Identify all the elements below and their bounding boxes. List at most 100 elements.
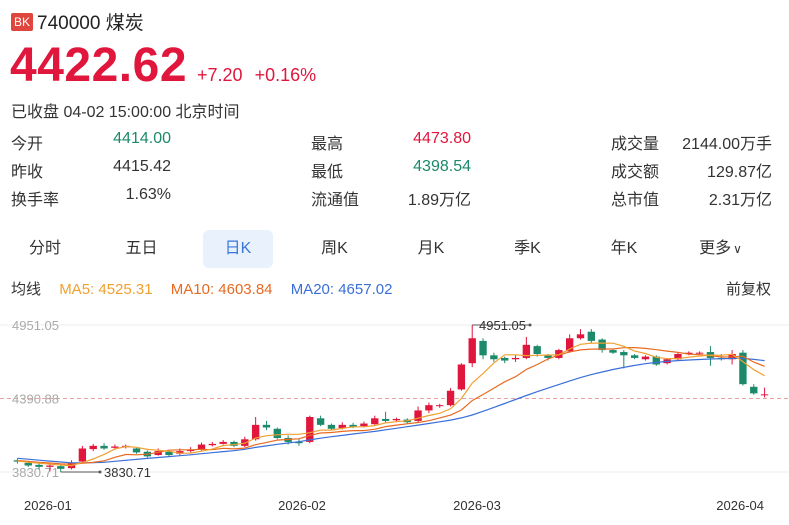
header: BK 740000 煤炭 xyxy=(11,8,144,35)
market-status: 已收盘 04-02 15:00:00 北京时间 xyxy=(11,104,240,121)
candle xyxy=(306,415,314,444)
candle xyxy=(576,329,585,340)
candle xyxy=(436,403,444,408)
candle xyxy=(89,443,97,452)
candle xyxy=(316,415,325,427)
candle-body xyxy=(652,356,660,365)
candle xyxy=(468,325,476,368)
candle xyxy=(479,338,487,360)
period-tabs: 分时 五日 日K 周K 月K 季K 年K 更多 ∨ xyxy=(10,230,780,268)
candle-body xyxy=(425,405,433,411)
tab-0[interactable]: 分时 xyxy=(10,230,80,268)
stat-label: 最低 xyxy=(311,164,344,181)
candle-body xyxy=(46,465,54,467)
tab-7[interactable]: 更多 ∨ xyxy=(686,230,756,268)
candle xyxy=(219,439,227,445)
stat-value: 1.63% xyxy=(125,186,171,203)
stat-label: 成交量 xyxy=(611,136,660,153)
candle xyxy=(295,439,303,446)
tab-5[interactable]: 季K xyxy=(493,230,563,268)
candle-body xyxy=(295,441,303,444)
high-annotation-label: 4951.05 xyxy=(479,318,526,333)
stat-label: 成交额 xyxy=(611,164,660,181)
candle xyxy=(695,351,704,355)
candle-body xyxy=(750,386,758,394)
candle-body xyxy=(436,405,444,407)
candle xyxy=(78,445,87,463)
tab-label: 更多 xyxy=(699,240,732,257)
x-axis-label: 2026-01 xyxy=(24,498,72,513)
candle-body xyxy=(219,441,227,444)
candle-body xyxy=(371,418,379,425)
candle-body xyxy=(251,424,260,440)
candle xyxy=(327,423,336,431)
tab-2[interactable]: 日K xyxy=(203,230,273,268)
quote-row: 4422.62 +7.20 +0.16% xyxy=(10,38,316,93)
last-price: 4422.62 xyxy=(10,39,188,92)
candle-body xyxy=(522,344,531,358)
candle xyxy=(100,443,108,450)
candle xyxy=(641,355,650,361)
tab-3[interactable]: 周K xyxy=(300,230,370,268)
ma-legend: 均线 MA5: 4525.31 MA10: 4603.84 MA20: 4657… xyxy=(11,278,406,299)
tab-4[interactable]: 月K xyxy=(396,230,466,268)
low-annotation-dot xyxy=(98,470,102,474)
candle-body xyxy=(360,423,368,427)
candle-body xyxy=(511,357,520,360)
candle-body xyxy=(35,464,43,467)
candle xyxy=(620,350,628,369)
candle xyxy=(739,350,747,386)
candle xyxy=(111,444,119,450)
candle-body xyxy=(57,466,65,469)
candle-body xyxy=(739,352,747,385)
candle-body xyxy=(501,357,509,361)
adjust-toggle[interactable]: 前复权 xyxy=(725,281,771,298)
candle-body xyxy=(154,451,162,456)
candle-body xyxy=(685,352,693,355)
candle-body xyxy=(197,444,206,450)
candle-body xyxy=(89,445,97,450)
candle xyxy=(381,411,390,423)
candle-body xyxy=(414,410,422,421)
candle-body xyxy=(392,418,401,421)
candle-body xyxy=(111,446,119,448)
candle xyxy=(533,344,541,357)
ma10-legend: MA10: 4603.84 xyxy=(170,281,273,298)
stat-value: 129.87亿 xyxy=(707,164,772,181)
tab-6[interactable]: 年K xyxy=(589,230,659,268)
stat-label: 换手率 xyxy=(11,192,60,209)
stat-value: 4414.00 xyxy=(113,130,171,147)
candle xyxy=(132,447,141,454)
candle-body xyxy=(576,334,585,339)
ma-legend-label: 均线 xyxy=(11,281,42,298)
candle-body xyxy=(338,424,346,429)
stat-label: 流通值 xyxy=(311,192,360,209)
candle-body xyxy=(24,462,32,466)
candle xyxy=(414,406,422,423)
candle xyxy=(609,348,617,355)
tab-1[interactable]: 五日 xyxy=(107,230,177,268)
candle xyxy=(587,329,596,344)
ma20-legend: MA20: 4657.02 xyxy=(290,281,393,298)
stat-value: 2.31万亿 xyxy=(708,192,772,209)
stat-value: 2144.00万手 xyxy=(682,136,772,153)
candle-body xyxy=(349,424,357,427)
y-axis-label-top: 4951.05 xyxy=(12,318,59,333)
candle-body xyxy=(630,355,639,358)
candle-body xyxy=(620,352,628,356)
candle-body xyxy=(533,346,541,355)
candle-body xyxy=(186,449,195,452)
high-annotation-dot xyxy=(528,323,532,327)
stat-label: 总市值 xyxy=(611,192,660,209)
candle-body xyxy=(490,355,498,360)
stat-label: 今开 xyxy=(11,136,44,153)
candle-body xyxy=(555,350,563,358)
candle xyxy=(208,441,217,447)
tab-label: 日K xyxy=(224,240,252,257)
tab-label: 月K xyxy=(417,240,445,257)
candle-body xyxy=(78,448,87,462)
candle-body xyxy=(565,338,574,352)
candle-body xyxy=(641,356,650,360)
tab-label: 年K xyxy=(610,240,638,257)
